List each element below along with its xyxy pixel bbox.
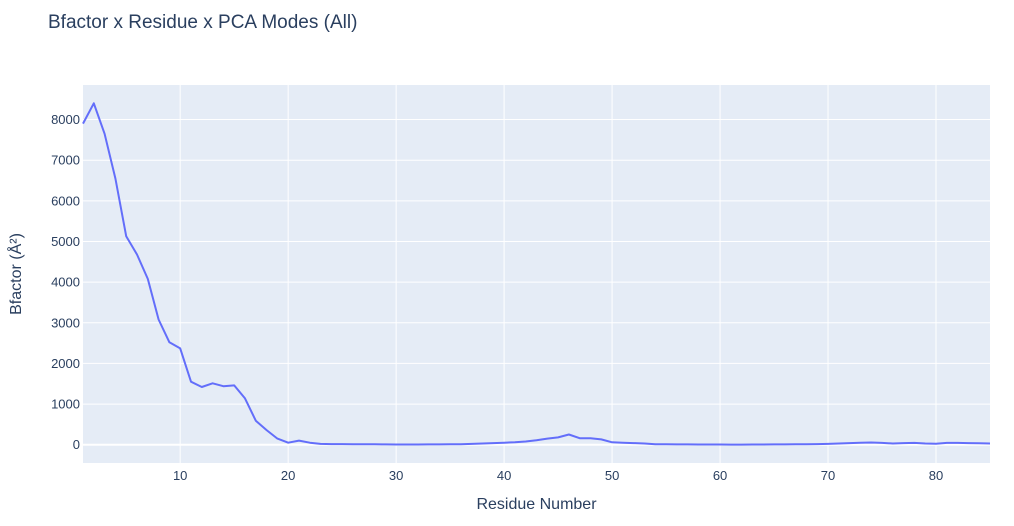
- x-tick-label: 10: [173, 468, 187, 483]
- y-tick-label: 1000: [51, 397, 80, 412]
- x-tick-label: 70: [821, 468, 835, 483]
- plot-area: [83, 85, 990, 463]
- tick-labels: 10 20 30 40 50 60 70 80 0 1000 2000 3000 4000 5000 600…: [51, 112, 943, 483]
- x-tick-label: 60: [713, 468, 727, 483]
- x-tick-label: 30: [389, 468, 403, 483]
- x-tick-label: 80: [929, 468, 943, 483]
- y-tick-label: 2000: [51, 356, 80, 371]
- y-tick-label: 6000: [51, 193, 80, 208]
- y-tick-label: 7000: [51, 153, 80, 168]
- y-tick-label: 8000: [51, 112, 80, 127]
- y-tick-label: 4000: [51, 275, 80, 290]
- y-tick-label: 5000: [51, 234, 80, 249]
- x-tick-label: 50: [605, 468, 619, 483]
- y-axis-title: Bfactor (Å²): [6, 233, 25, 315]
- x-axis-title: Residue Number: [476, 496, 597, 513]
- grid: [83, 85, 990, 463]
- x-tick-label: 20: [281, 468, 295, 483]
- series-line: [82, 102, 991, 446]
- y-tick-label: 3000: [51, 315, 80, 330]
- chart-title: Bfactor x Residue x PCA Modes (All): [48, 12, 358, 33]
- x-tick-label: 40: [497, 468, 511, 483]
- y-tick-label: 0: [73, 437, 80, 452]
